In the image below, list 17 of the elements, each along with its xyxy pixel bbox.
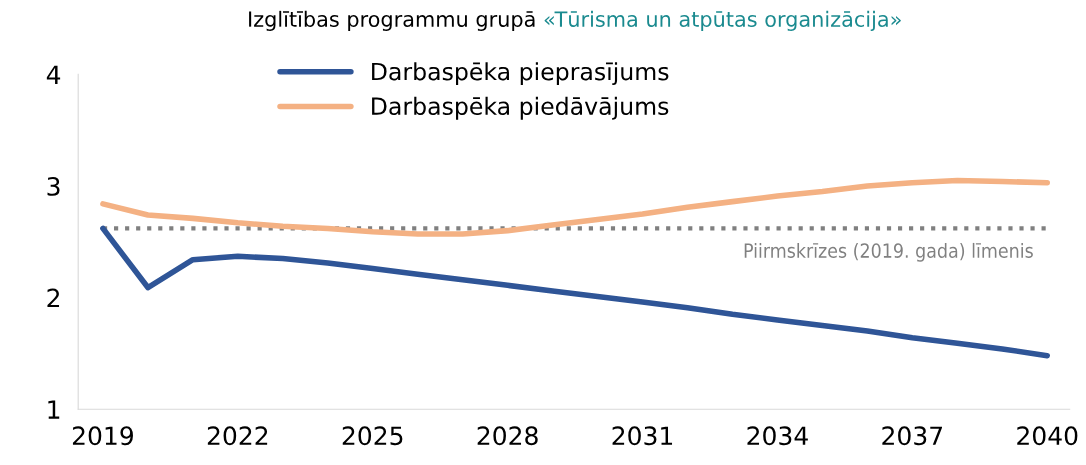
chart-title: Izglītības programmu grupā (249, 10, 535, 32)
y-tick-label: 1 (48, 400, 60, 419)
x-tick-label: 2019 (72, 426, 133, 446)
x-tick-label: 2022 (207, 426, 268, 446)
y-tick-label: 4 (46, 65, 61, 84)
y-tick-label: 3 (47, 176, 60, 196)
x-tick-label: 2025 (342, 426, 403, 446)
x-tick-label: 2034 (747, 426, 808, 446)
legend-label: Darbaspēka piedāvājums (372, 96, 669, 120)
ref-line-label: Piirmskrīzes (2019. gada) līmenis (744, 242, 1033, 262)
x-tick-label: 2031 (612, 426, 673, 446)
x-tick-label: 2040 (1017, 426, 1078, 446)
chart-subtitle: «Tūrisma un atpūtas organizācija» (544, 10, 901, 32)
legend-label: Darbaspēka pieprasījums (372, 62, 669, 86)
x-tick-label: 2028 (477, 426, 538, 446)
x-tick-label: 2037 (882, 426, 942, 446)
y-tick-label: 2 (47, 288, 60, 308)
